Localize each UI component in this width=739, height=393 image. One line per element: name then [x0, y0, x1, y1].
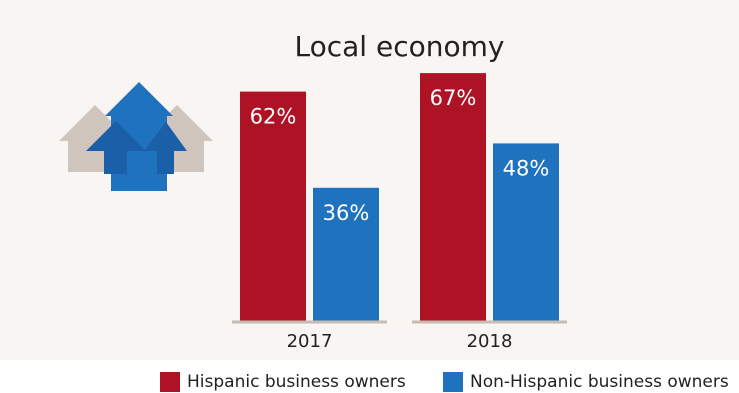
legend-swatch-hispanic — [160, 372, 180, 392]
bars-group: 62% 36% 67% 48% — [240, 73, 559, 321]
legend-label-nonhispanic: Non-Hispanic business owners — [470, 372, 729, 392]
legend-label-hispanic: Hispanic business owners — [187, 372, 406, 392]
x-tick-label-2018: 2018 — [467, 331, 513, 352]
chart-title: Local economy — [294, 30, 505, 63]
x-axis: 2017 2018 — [232, 320, 567, 352]
bar-hispanic-2017 — [240, 91, 306, 321]
data-label-hispanic-2018: 67% — [430, 86, 477, 110]
legend-swatch-nonhispanic — [443, 372, 463, 392]
data-label-nonhispanic-2017: 36% — [323, 201, 370, 225]
data-label-nonhispanic-2018: 48% — [503, 156, 550, 180]
houses-with-up-arrows-icon — [59, 82, 213, 191]
bar-nonhispanic-2017 — [313, 187, 379, 321]
bar-nonhispanic-2018 — [493, 143, 559, 321]
legend-item-nonhispanic: Non-Hispanic business owners — [443, 372, 729, 392]
bar-hispanic-2018 — [420, 73, 486, 321]
legend-item-hispanic: Hispanic business owners — [160, 372, 406, 392]
bar-chart: 62% 36% 67% 48% 2017 2018 — [59, 73, 567, 352]
x-tick-label-2017: 2017 — [287, 331, 333, 352]
data-label-hispanic-2017: 62% — [250, 105, 297, 129]
